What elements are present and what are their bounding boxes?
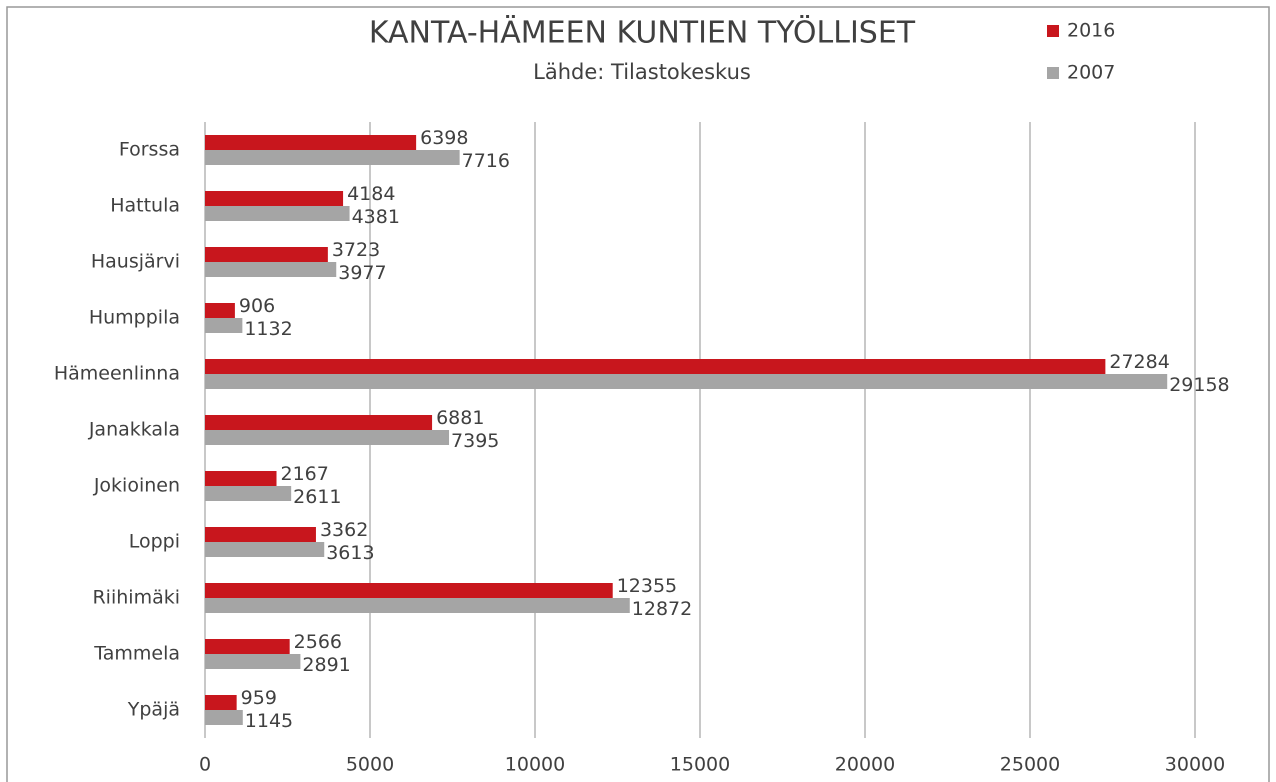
data-label: 12872 (632, 598, 692, 620)
data-label: 3723 (332, 239, 380, 261)
data-label: 2566 (294, 631, 342, 653)
data-label: 6881 (436, 407, 484, 429)
bar (205, 654, 301, 669)
bar (205, 374, 1168, 389)
data-label: 3977 (338, 262, 386, 284)
y-tick-label: Riihimäki (92, 587, 180, 609)
bar (205, 486, 292, 501)
data-label: 12355 (617, 575, 677, 597)
bar (205, 430, 450, 445)
y-tick-label: Hämeenlinna (54, 363, 180, 385)
data-label: 4184 (347, 183, 395, 205)
y-tick-label: Ypäjä (127, 699, 180, 721)
bar (205, 415, 433, 430)
data-label: 27284 (1109, 351, 1169, 373)
x-tick-label: 30000 (1165, 754, 1225, 776)
data-label: 3613 (326, 542, 374, 564)
legend-swatch (1047, 25, 1059, 37)
data-label: 959 (241, 687, 277, 709)
bar (205, 247, 328, 262)
bar (205, 303, 235, 318)
chart-subtitle: Lähde: Tilastokeskus (533, 60, 751, 84)
data-label: 3362 (320, 519, 368, 541)
bar (205, 639, 290, 654)
data-label: 6398 (420, 127, 468, 149)
x-tick-label: 20000 (835, 754, 895, 776)
bar (205, 583, 613, 598)
bar (205, 695, 237, 710)
bar (205, 262, 337, 277)
data-label: 4381 (352, 206, 400, 228)
bar (205, 598, 630, 613)
legend-swatch (1047, 67, 1059, 79)
data-label: 2611 (293, 486, 341, 508)
bar (205, 527, 316, 542)
data-label: 7395 (451, 430, 499, 452)
chart-title: KANTA-HÄMEEN KUNTIEN TYÖLLISET (369, 15, 916, 51)
data-label: 7716 (462, 150, 510, 172)
legend-label: 2016 (1067, 20, 1115, 42)
y-tick-label: Jokioinen (93, 475, 180, 497)
x-tick-label: 15000 (670, 754, 730, 776)
bar (205, 542, 325, 557)
x-tick-label: 5000 (346, 754, 394, 776)
y-tick-label: Hausjärvi (91, 251, 180, 273)
data-label: 1132 (244, 318, 292, 340)
bar (205, 206, 350, 221)
bar (205, 471, 277, 486)
data-label: 906 (239, 295, 275, 317)
data-label: 1145 (245, 710, 293, 732)
y-tick-label: Humppila (89, 307, 180, 329)
y-tick-label: Forssa (119, 139, 180, 161)
x-tick-label: 25000 (1000, 754, 1060, 776)
bar (205, 191, 344, 206)
data-label: 29158 (1169, 374, 1229, 396)
bar (205, 318, 243, 333)
bar (205, 135, 417, 150)
bar (205, 150, 460, 165)
legend-label: 2007 (1067, 62, 1115, 84)
y-tick-label: Loppi (129, 531, 180, 553)
data-label: 2167 (281, 463, 329, 485)
y-tick-label: Hattula (110, 195, 180, 217)
x-tick-label: 0 (199, 754, 211, 776)
x-tick-label: 10000 (505, 754, 565, 776)
y-tick-label: Janakkala (88, 419, 180, 441)
data-label: 2891 (302, 654, 350, 676)
bar (205, 710, 243, 725)
y-tick-label: Tammela (93, 643, 180, 665)
frame (6, 6, 1270, 782)
bar (205, 359, 1106, 374)
